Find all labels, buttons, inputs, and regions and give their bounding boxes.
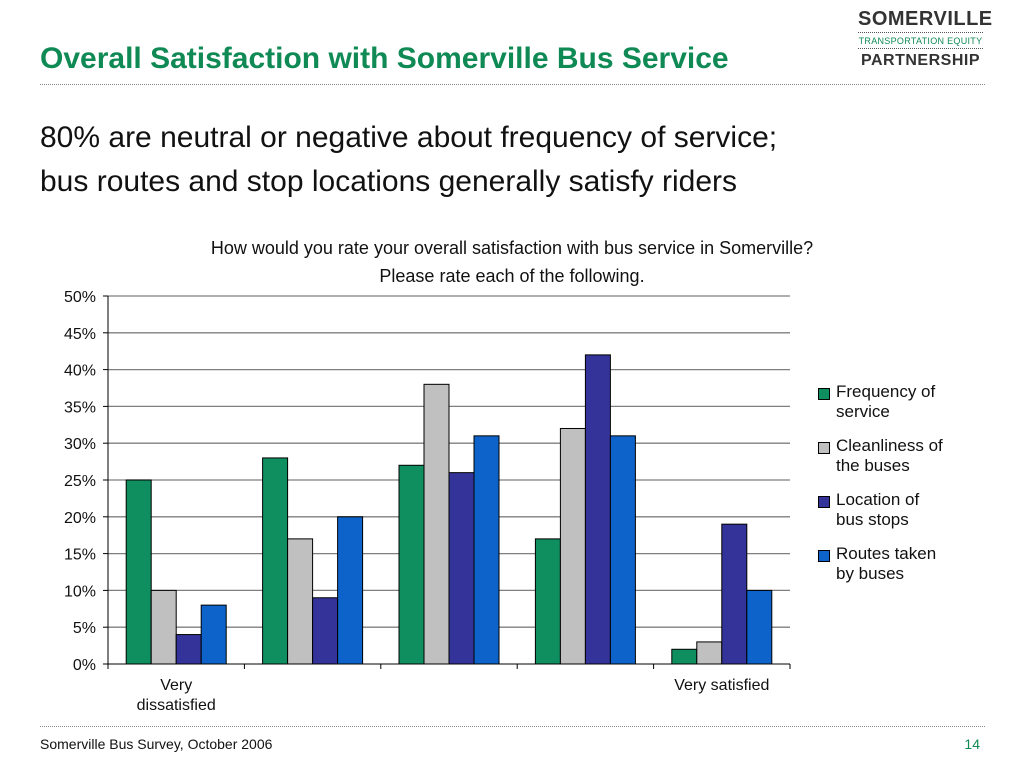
- bar: [150, 589, 177, 665]
- bar: [262, 457, 289, 665]
- x-tick-label: Very: [160, 677, 192, 694]
- bar: [398, 464, 425, 665]
- legend-label: Location of bus stops: [836, 490, 920, 529]
- x-tick-label: dissatisfied: [137, 697, 216, 714]
- legend-swatch: [818, 442, 830, 454]
- chart-question: How would you rate your overall satisfac…: [100, 234, 924, 290]
- x-tick-label: Very satisfied: [674, 677, 769, 694]
- bar-chart: 0% 5% 10% 15% 20% 25% 30% 35% 40% 45% 50% Very dissa…: [64, 289, 791, 714]
- legend-item: Frequency of service: [818, 382, 968, 422]
- y-tick-label: 30%: [64, 436, 96, 453]
- chart-question-line-2: Please rate each of the following.: [379, 266, 645, 286]
- bar: [337, 516, 364, 665]
- legend-label: Cleanliness of the buses: [836, 436, 943, 475]
- bar: [534, 538, 561, 665]
- bar: [696, 641, 723, 665]
- legend-swatch: [818, 550, 830, 562]
- legend-swatch: [818, 388, 830, 400]
- bar: [125, 479, 152, 665]
- bar: [671, 648, 698, 665]
- legend-item: Routes taken by buses: [818, 544, 968, 584]
- y-tick-label: 35%: [64, 399, 96, 416]
- legend-item: Location of bus stops: [818, 490, 968, 530]
- logo-line-1: SOMERVILLE: [858, 8, 993, 30]
- y-tick-label: 0%: [73, 657, 96, 674]
- y-tick-label: 20%: [64, 510, 96, 527]
- bar: [287, 538, 314, 665]
- slide-subtitle: 80% are neutral or negative about freque…: [40, 116, 777, 204]
- legend-item: Cleanliness of the buses: [818, 436, 968, 476]
- bar: [423, 383, 450, 665]
- y-tick-label: 10%: [64, 583, 96, 600]
- logo-line-2: TRANSPORTATION EQUITY: [858, 32, 983, 49]
- subtitle-line-1: 80% are neutral or negative about freque…: [40, 121, 778, 154]
- y-tick-label: 45%: [64, 326, 96, 343]
- legend-label: Frequency of service: [836, 382, 936, 421]
- slide-title: Overall Satisfaction with Somerville Bus…: [40, 42, 729, 75]
- legend-label: Routes taken by buses: [836, 544, 937, 583]
- bar: [448, 472, 475, 665]
- y-tick-label: 50%: [64, 289, 96, 306]
- header-divider: [40, 84, 985, 85]
- bar: [746, 589, 773, 665]
- subtitle-line-2: bus routes and stop locations generally …: [40, 165, 738, 198]
- y-tick-label: 40%: [64, 363, 96, 380]
- page-number: 14: [964, 736, 980, 752]
- bar: [200, 604, 227, 665]
- chart-legend: Frequency of service Cleanliness of the bus…: [818, 382, 968, 598]
- somerville-logo: SOMERVILLE TRANSPORTATION EQUITY PARTNER…: [858, 8, 993, 76]
- bar: [312, 597, 339, 665]
- footer-divider: [40, 726, 985, 727]
- bar: [609, 435, 636, 665]
- y-tick-label: 25%: [64, 473, 96, 490]
- bar: [584, 354, 611, 665]
- logo-line-3: PARTNERSHIP: [861, 52, 980, 69]
- bar: [721, 523, 748, 665]
- legend-swatch: [818, 496, 830, 508]
- bar: [559, 427, 586, 665]
- y-tick-label: 5%: [73, 620, 96, 637]
- chart-question-line-1: How would you rate your overall satisfac…: [210, 238, 814, 258]
- y-tick-label: 15%: [64, 547, 96, 564]
- bar: [175, 634, 202, 665]
- footer-text: Somerville Bus Survey, October 2006: [40, 736, 273, 752]
- bar: [473, 435, 500, 665]
